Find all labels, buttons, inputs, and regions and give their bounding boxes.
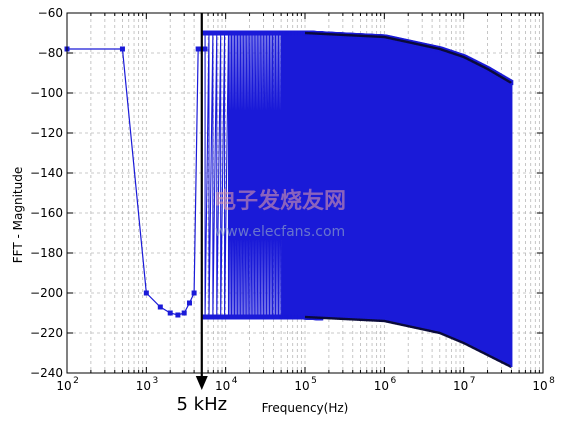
- y-tick-label: −220: [30, 326, 63, 340]
- data-point: [222, 30, 228, 36]
- y-tick-label: −80: [38, 46, 63, 60]
- x-axis-label: Frequency(Hz): [262, 401, 349, 415]
- x-tick-label: 10: [453, 379, 468, 393]
- data-point: [222, 314, 228, 320]
- data-point: [167, 310, 173, 316]
- data-point: [210, 30, 216, 36]
- series-high-freq-band: [204, 32, 512, 367]
- x-tick-label: 10: [532, 379, 547, 393]
- x-tick-label: 10: [294, 379, 309, 393]
- data-point: [202, 30, 208, 36]
- y-tick-label: −120: [30, 126, 63, 140]
- x-tick-exponent: 5: [311, 376, 317, 386]
- x-tick-exponent: 7: [470, 376, 476, 386]
- x-tick-exponent: 4: [232, 376, 238, 386]
- annotation-5khz: 5 kHz: [176, 13, 227, 415]
- annotation-arrow-head: [195, 376, 208, 390]
- data-point: [206, 30, 212, 36]
- lower-envelope-edge: [304, 315, 512, 368]
- data-point: [143, 290, 149, 296]
- data-point: [214, 30, 220, 36]
- annotation-label: 5 kHz: [176, 394, 227, 415]
- data-point: [195, 46, 201, 52]
- data-point: [181, 310, 187, 316]
- watermark-url: www.elecfans.com: [215, 224, 345, 240]
- x-tick-exponent: 3: [152, 376, 158, 386]
- data-point: [206, 314, 212, 320]
- data-point: [119, 46, 125, 52]
- data-point: [202, 46, 208, 52]
- data-point: [202, 314, 208, 320]
- data-point: [191, 290, 197, 296]
- y-tick-label: −240: [30, 366, 63, 380]
- tick-labels: −60−80−100−120−140−160−180−200−220−24010…: [30, 6, 555, 393]
- y-tick-label: −200: [30, 286, 63, 300]
- x-tick-label: 10: [215, 379, 230, 393]
- y-tick-label: −140: [30, 166, 63, 180]
- x-tick-exponent: 8: [549, 376, 555, 386]
- data-point: [218, 30, 224, 36]
- data-point: [186, 300, 192, 306]
- data-point: [218, 314, 224, 320]
- watermark-cn: 电子发烧友网: [214, 188, 346, 214]
- x-tick-exponent: 6: [390, 376, 396, 386]
- data-point: [157, 304, 163, 310]
- x-tick-label: 10: [56, 379, 71, 393]
- data-point: [214, 314, 220, 320]
- upper-envelope-edge: [304, 31, 512, 84]
- axis-ticks: [67, 12, 543, 374]
- y-tick-label: −60: [38, 6, 63, 20]
- data-series: [64, 30, 514, 368]
- watermark: 电子发烧友网 www.elecfans.com: [214, 188, 346, 240]
- data-point: [175, 312, 181, 318]
- x-tick-label: 10: [136, 379, 151, 393]
- y-tick-label: −100: [30, 86, 63, 100]
- data-point: [210, 314, 216, 320]
- y-tick-label: −160: [30, 206, 63, 220]
- x-tick-exponent: 2: [73, 376, 79, 386]
- y-tick-label: −180: [30, 246, 63, 260]
- x-tick-label: 10: [374, 379, 389, 393]
- y-axis-label: FFT - Magnitude: [11, 167, 25, 263]
